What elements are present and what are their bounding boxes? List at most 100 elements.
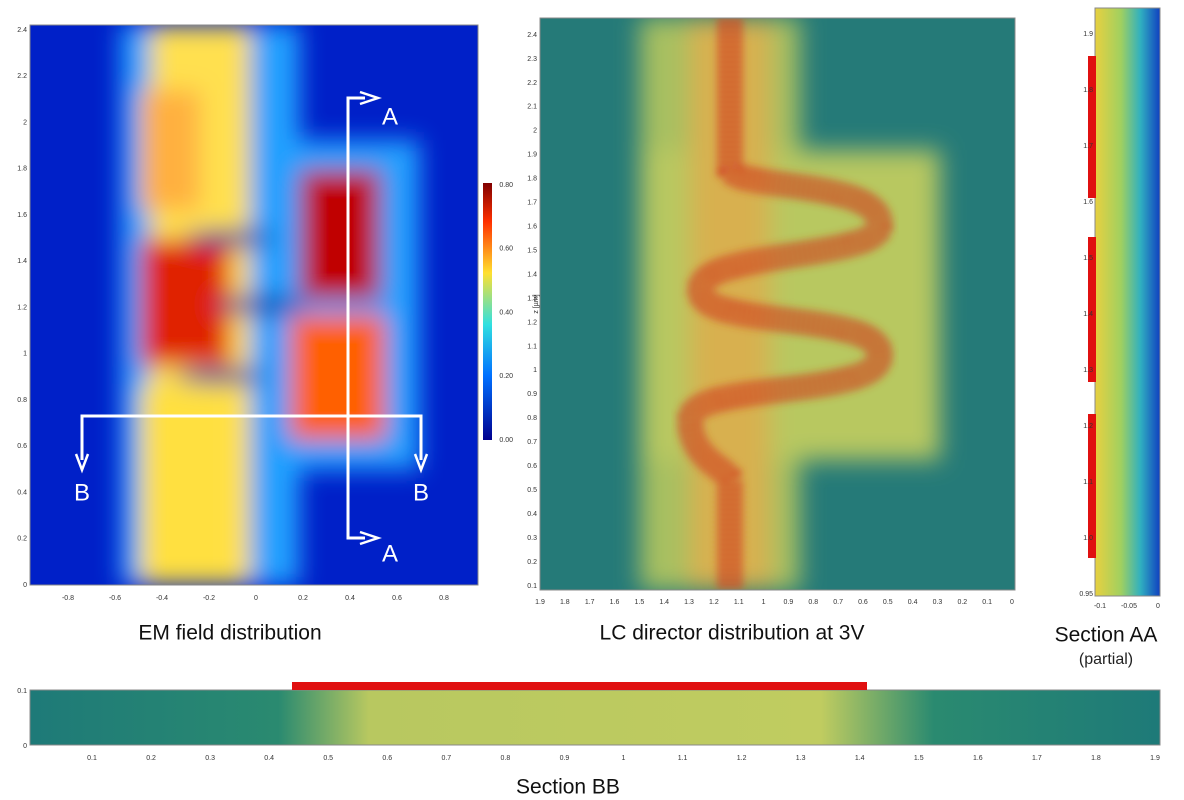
em-heatmap bbox=[30, 25, 478, 585]
x-tick-label: 1.5 bbox=[914, 755, 924, 762]
y-tick-label: 0.7 bbox=[527, 439, 537, 446]
x-tick-label: 0 bbox=[1156, 603, 1160, 610]
x-tick-label: 1.8 bbox=[1091, 755, 1101, 762]
x-tick-label: 0.3 bbox=[205, 755, 215, 762]
y-tick-label: 1.2 bbox=[1083, 423, 1093, 430]
y-tick-label: 2 bbox=[533, 128, 537, 135]
y-tick-label: 2.4 bbox=[17, 27, 27, 34]
y-tick-label: 0.6 bbox=[527, 463, 537, 470]
y-tick-label: 0.6 bbox=[17, 443, 27, 450]
x-tick-label: 0.6 bbox=[392, 595, 402, 602]
y-tick-label: 2.2 bbox=[17, 73, 27, 80]
y-tick-label: 2.4 bbox=[527, 32, 537, 39]
x-tick-label: 0.8 bbox=[501, 755, 511, 762]
x-tick-label: 0.1 bbox=[982, 599, 992, 606]
y-tick-label: 0.95 bbox=[1079, 591, 1093, 598]
x-tick-label: 0.2 bbox=[298, 595, 308, 602]
x-tick-label: 1.1 bbox=[678, 755, 688, 762]
y-tick-label: 0.2 bbox=[527, 559, 537, 566]
y-tick-label: 1.8 bbox=[17, 166, 27, 173]
colorbar bbox=[483, 183, 492, 440]
y-tick-label: 2.2 bbox=[527, 80, 537, 87]
y-tick-label: 1.2 bbox=[17, 304, 27, 311]
x-tick-label: 0.4 bbox=[908, 599, 918, 606]
y-tick-label: 0.80 bbox=[499, 182, 513, 189]
y-tick-label: 0.1 bbox=[17, 688, 27, 695]
x-tick-label: -0.2 bbox=[203, 595, 215, 602]
x-tick-label: 0.7 bbox=[833, 599, 843, 606]
y-tick-label: 0.00 bbox=[499, 437, 513, 444]
axis-label: z [µm] bbox=[533, 294, 540, 313]
x-tick-label: 1.2 bbox=[709, 599, 719, 606]
y-tick-label: 1.4 bbox=[17, 258, 27, 265]
x-tick-label: 0.8 bbox=[808, 599, 818, 606]
y-tick-label: 1.6 bbox=[17, 212, 27, 219]
y-tick-label: 1 bbox=[533, 367, 537, 374]
x-tick-label: 1.4 bbox=[855, 755, 865, 762]
y-tick-label: 0.40 bbox=[499, 309, 513, 316]
x-tick-label: 0.4 bbox=[345, 595, 355, 602]
x-tick-label: 0.6 bbox=[858, 599, 868, 606]
x-tick-label: 0.8 bbox=[439, 595, 449, 602]
bb-heatmap bbox=[29, 689, 1161, 746]
x-tick-label: 1.1 bbox=[734, 599, 744, 606]
section-marker: B bbox=[413, 479, 429, 506]
y-tick-label: 0.2 bbox=[17, 536, 27, 543]
x-tick-label: 1.8 bbox=[560, 599, 570, 606]
x-tick-label: 0.1 bbox=[87, 755, 97, 762]
x-tick-label: 0.5 bbox=[323, 755, 333, 762]
y-tick-label: 0.5 bbox=[527, 487, 537, 494]
y-tick-label: 0.20 bbox=[499, 373, 513, 380]
y-tick-label: 0.4 bbox=[17, 489, 27, 496]
y-tick-label: 1.2 bbox=[527, 319, 537, 326]
y-tick-label: 1.4 bbox=[1083, 311, 1093, 318]
y-tick-label: 1.0 bbox=[1083, 535, 1093, 542]
x-tick-label: 1.3 bbox=[796, 755, 806, 762]
x-tick-label: 0 bbox=[254, 595, 258, 602]
x-tick-label: 1.6 bbox=[973, 755, 983, 762]
subcaption: (partial) bbox=[1079, 651, 1133, 668]
y-tick-label: 1.1 bbox=[527, 343, 537, 350]
y-tick-label: 0.4 bbox=[527, 511, 537, 518]
x-tick-label: 0.4 bbox=[264, 755, 274, 762]
y-tick-label: 1 bbox=[23, 351, 27, 358]
y-tick-label: 1.9 bbox=[1083, 31, 1093, 38]
x-tick-label: 1 bbox=[622, 755, 626, 762]
y-tick-label: 1.3 bbox=[527, 295, 537, 302]
y-tick-label: 0 bbox=[23, 743, 27, 750]
y-tick-label: 1.7 bbox=[527, 200, 537, 207]
y-tick-label: 1.8 bbox=[1083, 87, 1093, 94]
section-marker: B bbox=[74, 479, 90, 506]
y-tick-label: 0.8 bbox=[527, 415, 537, 422]
x-tick-label: 1.4 bbox=[659, 599, 669, 606]
y-tick-label: 0.60 bbox=[499, 246, 513, 253]
x-tick-label: -0.6 bbox=[109, 595, 121, 602]
x-tick-label: 1 bbox=[762, 599, 766, 606]
caption: LC director distribution at 3V bbox=[600, 622, 865, 645]
x-tick-label: 1.5 bbox=[635, 599, 645, 606]
caption: EM field distribution bbox=[138, 622, 321, 645]
section-lines bbox=[74, 90, 429, 546]
y-tick-label: 0 bbox=[23, 582, 27, 589]
x-tick-label: 1.7 bbox=[585, 599, 595, 606]
y-tick-label: 0.1 bbox=[527, 583, 537, 590]
caption: Section BB bbox=[516, 776, 620, 799]
x-tick-label: 0.6 bbox=[382, 755, 392, 762]
x-tick-label: -0.8 bbox=[62, 595, 74, 602]
x-tick-label: -0.4 bbox=[156, 595, 168, 602]
x-tick-label: 0.7 bbox=[441, 755, 451, 762]
y-tick-label: 1.6 bbox=[527, 223, 537, 230]
bb-electrode bbox=[292, 682, 867, 690]
caption: Section AA bbox=[1055, 624, 1158, 647]
x-tick-label: 0.3 bbox=[933, 599, 943, 606]
section-marker: A bbox=[382, 103, 398, 130]
y-tick-label: 2.3 bbox=[527, 56, 537, 63]
x-tick-label: 0.9 bbox=[560, 755, 570, 762]
aa-heatmap bbox=[1094, 7, 1161, 597]
x-tick-label: 0.5 bbox=[883, 599, 893, 606]
x-tick-label: 0.2 bbox=[146, 755, 156, 762]
y-tick-label: 2 bbox=[23, 119, 27, 126]
lc-frame bbox=[539, 17, 1016, 591]
y-tick-label: 1.5 bbox=[527, 247, 537, 254]
